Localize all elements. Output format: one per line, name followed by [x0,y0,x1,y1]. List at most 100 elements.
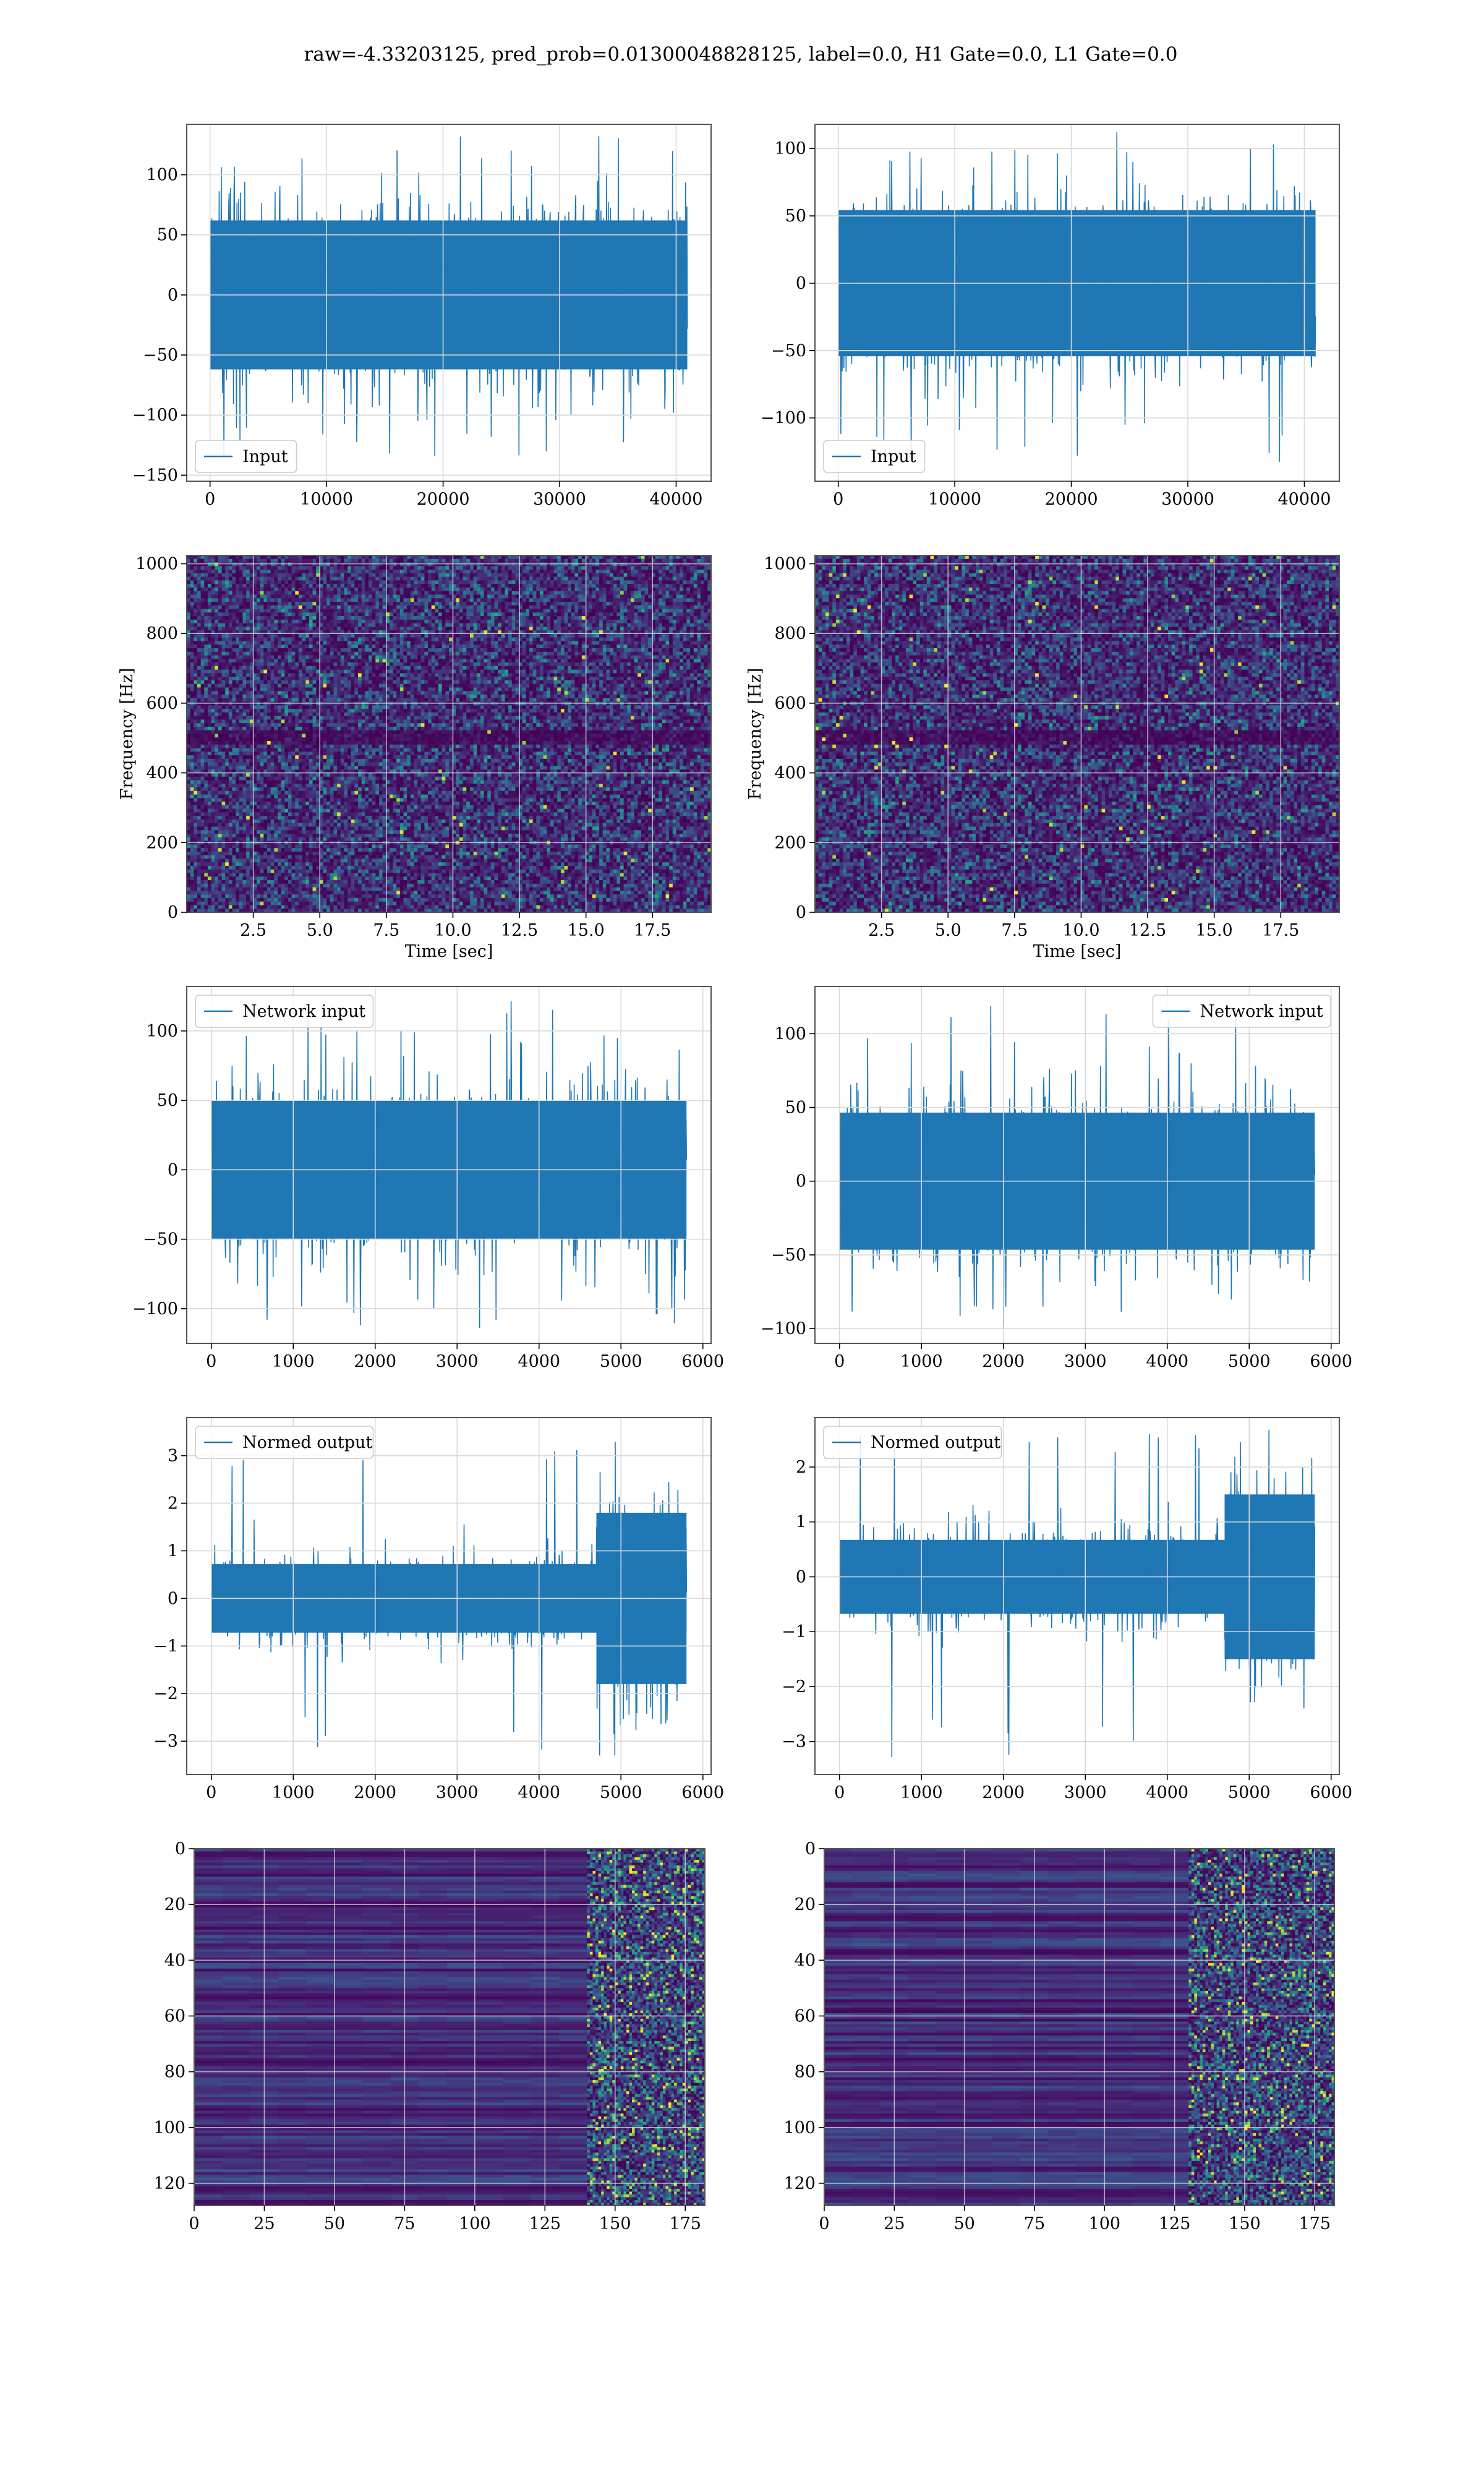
heatmap-cell [375,655,380,659]
heatmap-cell [490,566,495,570]
heatmap-cell [655,594,659,599]
heatmap-cell [707,644,711,649]
heatmap-cell [358,576,362,581]
heatmap-cell [547,605,551,610]
heatmap-cell [543,648,547,653]
heatmap-cell [630,580,635,584]
heatmap-cell [602,662,607,667]
heatmap-cell [187,651,191,656]
heatmap-cell [610,559,614,563]
heatmap-cell [630,659,635,663]
heatmap-cell [386,555,390,560]
heatmap-cell [194,587,198,592]
heatmap-cell [560,591,565,596]
heatmap-cell [344,598,348,602]
heatmap-cell [644,570,649,574]
heatmap-cell [215,644,219,649]
heatmap-cell [424,570,429,574]
heatmap-cell [627,623,631,627]
heatmap-cell [449,659,453,663]
heatmap-cell [344,605,348,610]
heatmap-cell [553,559,558,563]
heatmap-cell [326,655,331,659]
heatmap-cell [553,576,558,581]
heatmap-cell [200,659,205,663]
heatmap-cell [487,559,492,563]
heatmap-cell [281,651,285,656]
heatmap-cell [501,570,506,574]
heatmap-cell [393,619,397,624]
heatmap-cell [281,633,285,638]
heatmap-cell [441,619,446,624]
heatmap-cell [501,623,506,627]
heatmap-cell [337,662,341,667]
heatmap-cell [200,594,205,599]
heatmap-cell [344,623,348,627]
heatmap-cell [536,576,540,581]
heatmap-cell [589,605,593,610]
heatmap-cell [529,627,534,631]
heatmap-cell [403,644,407,649]
heatmap-cell [669,587,673,592]
heatmap-cell [414,630,418,635]
heatmap-cell [221,576,226,581]
heatmap-cell [529,570,534,574]
heatmap-cell [589,651,593,656]
heatmap-cell [410,633,415,638]
heatmap-cell [487,648,492,653]
heatmap-cell [281,662,285,667]
heatmap-cell [257,651,261,656]
heatmap-cell [228,633,233,638]
heatmap-cell [449,648,453,653]
heatmap-cell [693,566,697,570]
heatmap-cell [215,580,219,584]
heatmap-cell [452,659,456,663]
heatmap-cell [519,627,523,631]
heatmap-cell [389,609,394,613]
heatmap-cell [249,630,254,635]
heatmap-cell [361,587,365,592]
heatmap-cell [396,641,401,645]
heatmap-cell [253,641,257,645]
heatmap-cell [225,566,229,570]
heatmap-cell [522,573,526,578]
heatmap-cell [532,637,537,642]
heatmap-cell [348,570,352,574]
heatmap-cell [676,612,680,617]
heatmap-cell [399,662,404,667]
heatmap-cell [372,612,376,617]
heatmap-cell [589,587,593,592]
heatmap-cell [257,666,261,670]
heatmap-cell [707,602,711,606]
heatmap-cell [522,576,526,581]
heatmap-cell [428,633,432,638]
heatmap-cell [410,662,415,667]
heatmap-cell [375,587,380,592]
heatmap-cell [197,659,202,663]
heatmap-cell [319,559,324,563]
heatmap-cell [669,570,673,574]
heatmap-cell [494,641,498,645]
heatmap-cell [420,666,425,670]
heatmap-cell [417,559,422,563]
heatmap-cell [187,591,191,596]
heatmap-cell [557,566,561,570]
heatmap-cell [456,609,460,613]
heatmap-cell [651,573,656,578]
heatmap-cell [424,655,429,659]
heatmap-cell [340,630,344,635]
heatmap-cell [435,555,439,560]
heatmap-cell [263,627,268,631]
heatmap-cell [414,566,418,570]
heatmap-cell [536,570,540,574]
heatmap-cell [547,594,551,599]
heatmap-cell [505,559,509,563]
heatmap-cell [648,591,652,596]
heatmap-cell [194,630,198,635]
heatmap-cell [487,576,492,581]
heatmap-cell [662,659,667,663]
heatmap-cell [382,570,386,574]
heatmap-cell [263,630,268,635]
heatmap-cell [452,651,456,656]
heatmap-cell [686,619,691,624]
